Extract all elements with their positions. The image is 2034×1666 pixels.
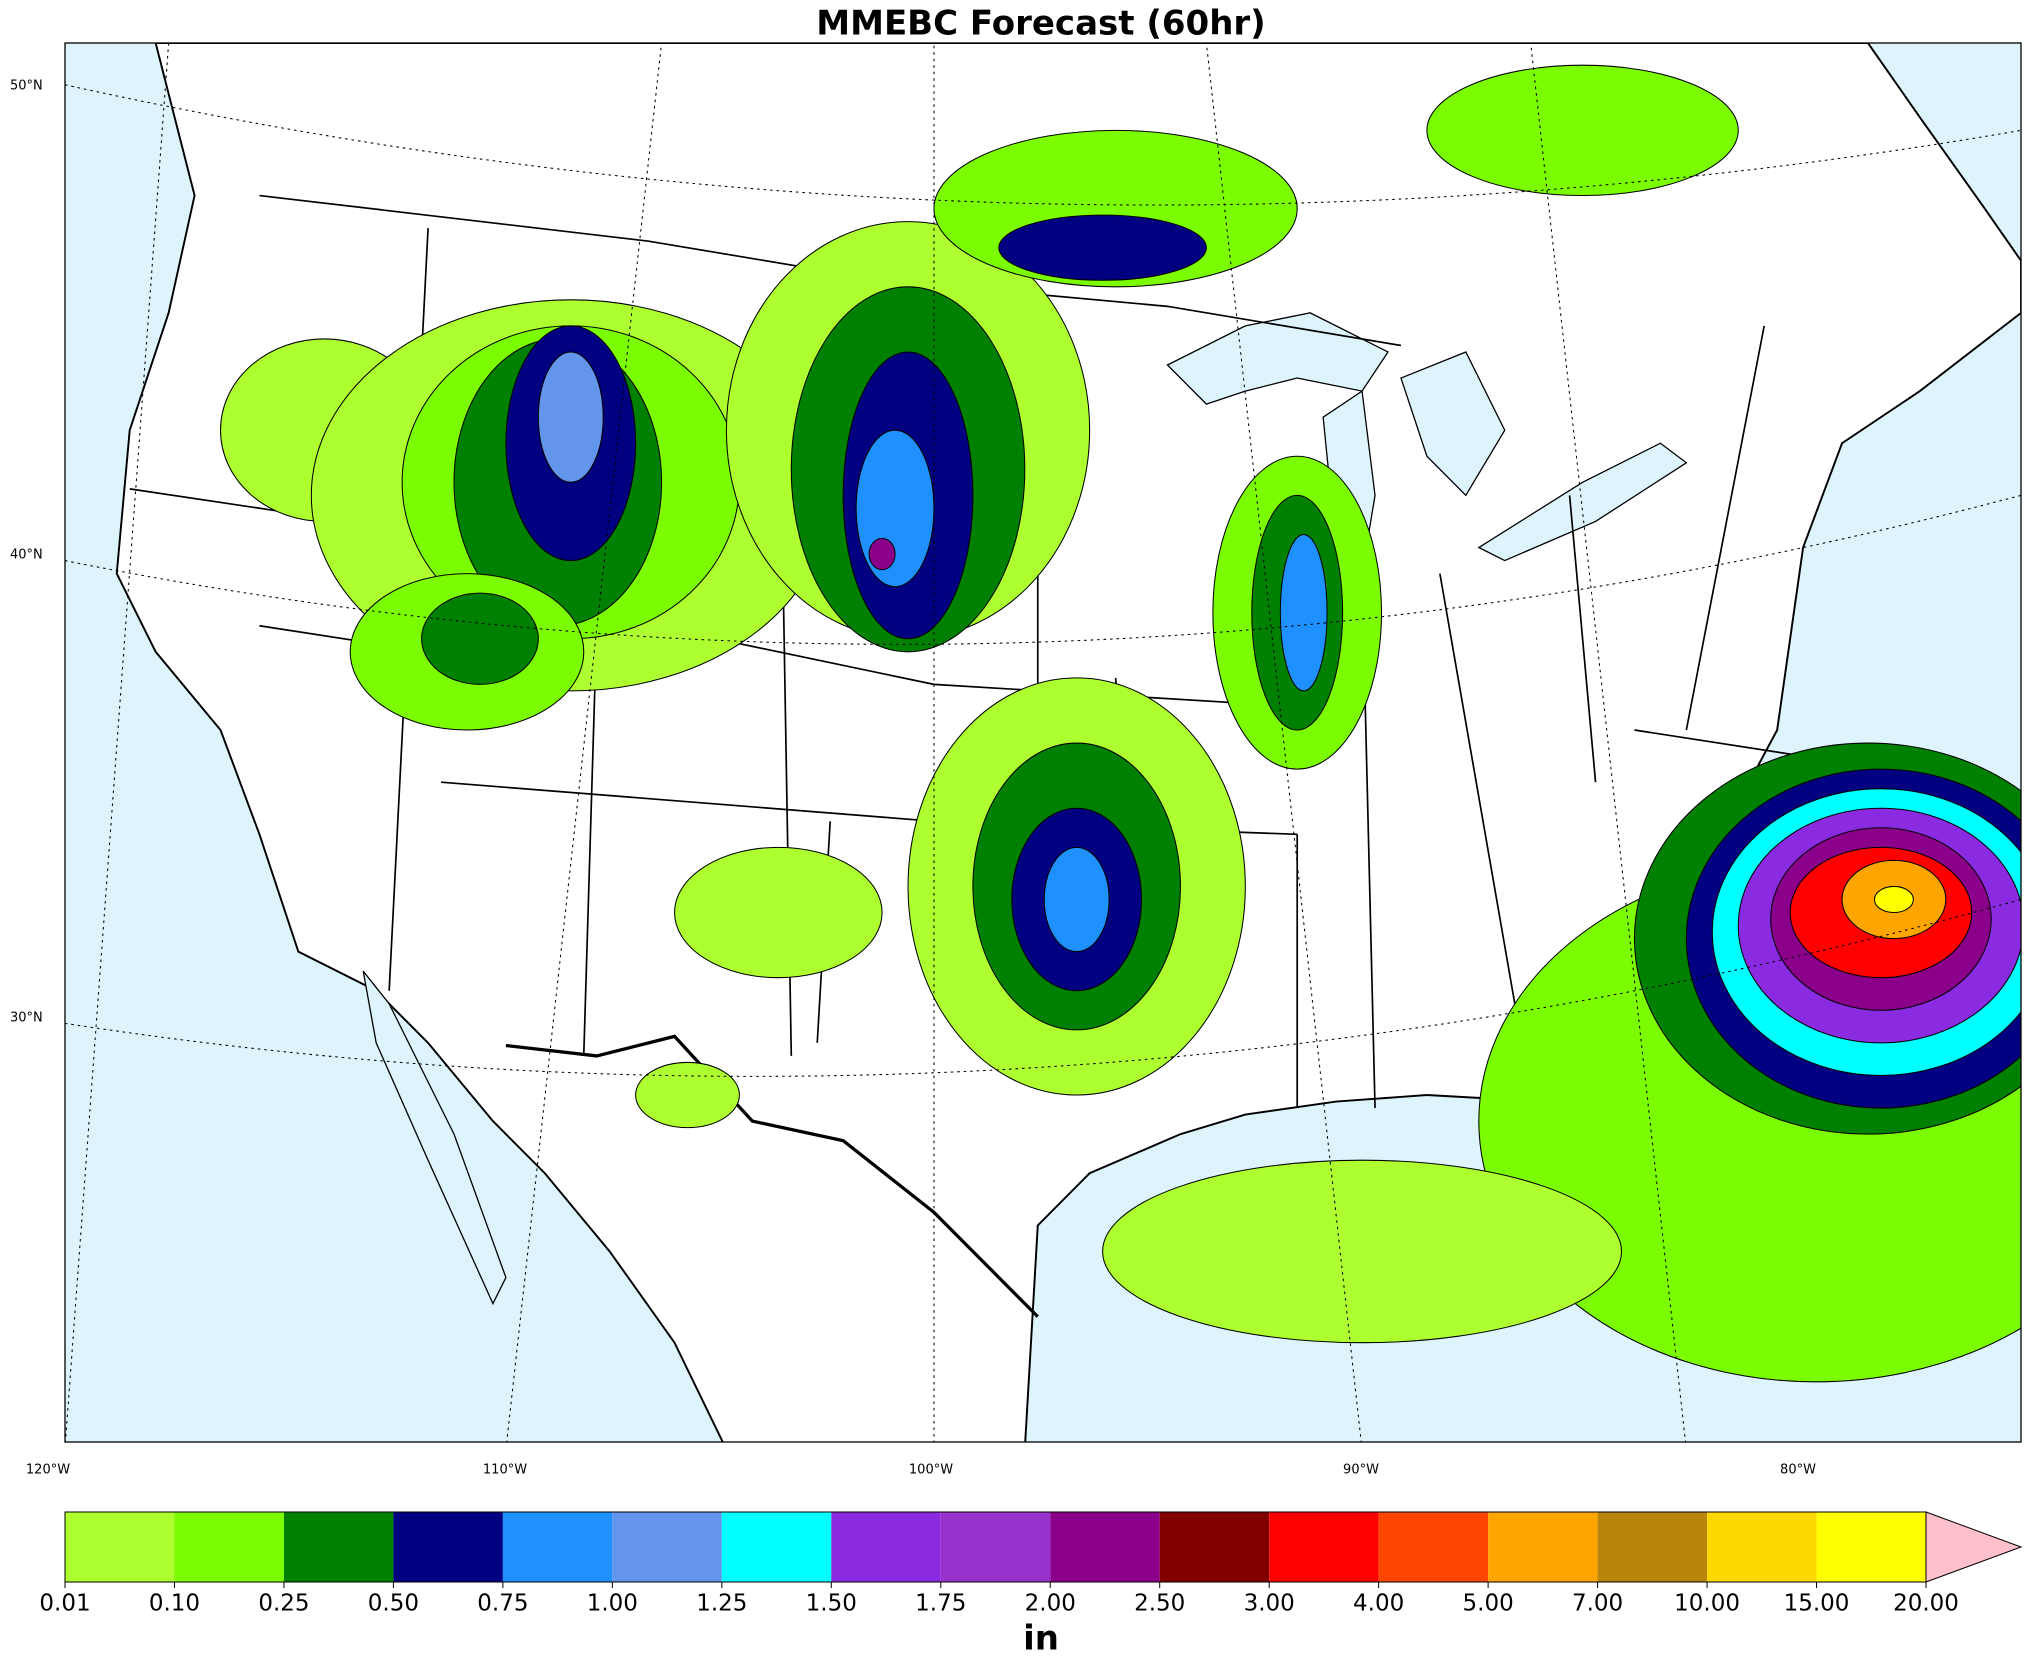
colorbar-extend <box>1925 1511 2023 1583</box>
lat-label: 40°N <box>10 548 43 563</box>
colorbar-tick-label: 0.75 <box>477 1591 528 1617</box>
colorbar-segment <box>65 1512 175 1582</box>
lon-label: 120°W <box>26 1463 70 1478</box>
colorbar-segment <box>1050 1512 1160 1582</box>
title: MMEBC Forecast (60hr) <box>816 4 1265 44</box>
colorbar-tick-label: 2.00 <box>1025 1591 1076 1617</box>
colorbar-segment <box>283 1512 394 1582</box>
lake-erie-ontario <box>1477 442 1688 562</box>
lat-label: 50°N <box>10 79 43 94</box>
colorbar-tick-label: 1.25 <box>696 1591 747 1617</box>
lon-label: 100°W <box>909 1463 953 1478</box>
colorbar-tick-label: 7.00 <box>1572 1591 1623 1617</box>
colorbar-segment <box>831 1512 941 1582</box>
precipitation <box>220 64 2021 1383</box>
colorbar-segment <box>1488 1512 1598 1582</box>
colorbar-segment <box>612 1512 722 1582</box>
colorbar-segment <box>1269 1512 1379 1582</box>
colorbar-segment <box>1816 1512 1926 1582</box>
map-frame <box>64 42 2022 1443</box>
colorbar-segment <box>940 1512 1051 1582</box>
graticule <box>65 43 2021 1442</box>
colorbar-tick-label: 2.50 <box>1134 1591 1185 1617</box>
lat-label: 30°N <box>10 1011 43 1026</box>
colorbar-tick-label: 1.50 <box>806 1591 857 1617</box>
colorbar-tick-label: 1.00 <box>587 1591 638 1617</box>
mexico-border <box>505 1034 1039 1318</box>
lon-label: 90°W <box>1343 1463 1379 1478</box>
colorbar-segment <box>1159 1512 1270 1582</box>
colorbar-tick-label: 10.00 <box>1674 1591 1740 1617</box>
colorbar-tick-label: 20.00 <box>1893 1591 1959 1617</box>
colorbar-tick-label: 0.25 <box>258 1591 309 1617</box>
colorbar-segment <box>1378 1512 1489 1582</box>
colorbar-tick-label: 15.00 <box>1784 1591 1850 1617</box>
colorbar-segment <box>1597 1512 1708 1582</box>
lake-huron <box>1400 351 1506 497</box>
colorbar-tick-label: 1.75 <box>915 1591 966 1617</box>
colorbar-tick-label: 5.00 <box>1463 1591 1514 1617</box>
colorbar-tick-label: 4.00 <box>1353 1591 1404 1617</box>
colorbar-tick-label: 0.50 <box>368 1591 419 1617</box>
colorbar-segment <box>721 1512 832 1582</box>
map <box>64 42 2022 1443</box>
lon-label: 110°W <box>483 1463 527 1478</box>
colorbar-segment <box>1707 1512 1817 1582</box>
colorbar-tick-label: 0.01 <box>39 1591 90 1617</box>
colorbar-segment <box>393 1512 503 1582</box>
lon-label: 80°W <box>1780 1463 1816 1478</box>
colorbar-label: in <box>1023 1619 1059 1659</box>
colorbar-tick-label: 3.00 <box>1244 1591 1295 1617</box>
colorbar-tick-label: 0.10 <box>149 1591 200 1617</box>
colorbar-frame <box>64 1511 1927 1583</box>
gulf-california <box>362 970 507 1306</box>
colorbar-segment <box>502 1512 613 1582</box>
colorbar-segment <box>174 1512 284 1582</box>
